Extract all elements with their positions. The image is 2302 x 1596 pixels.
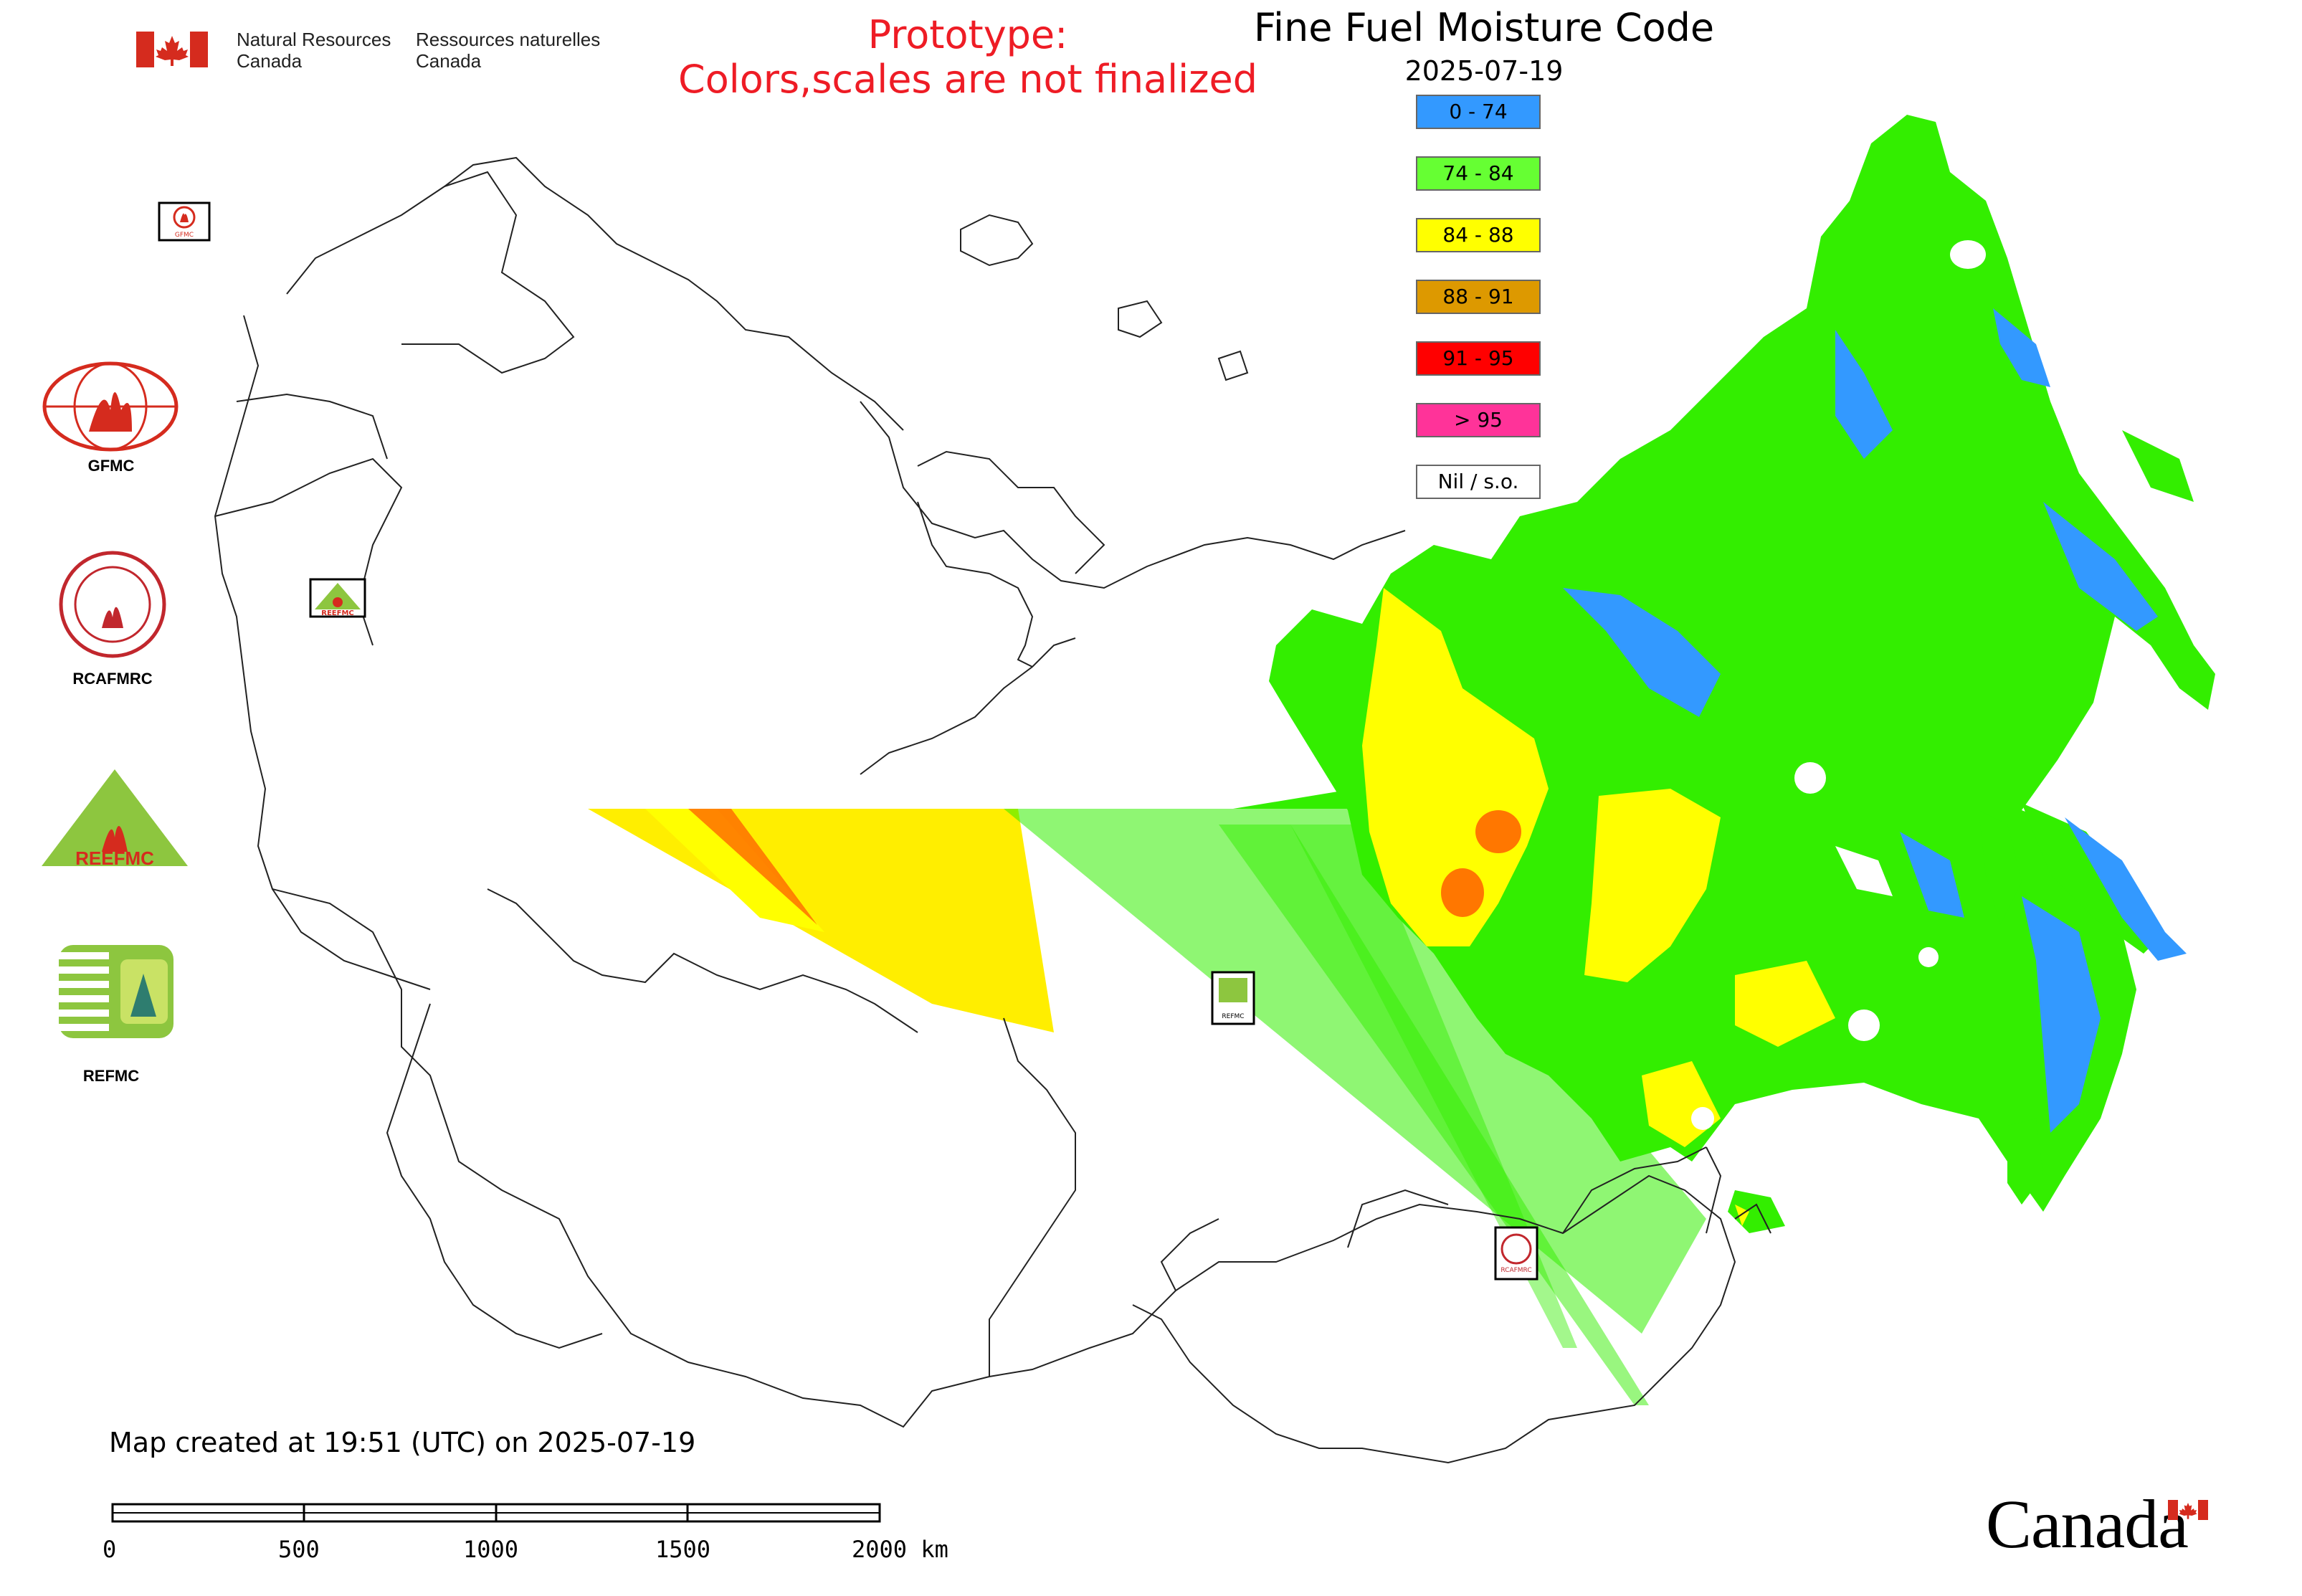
agency-fr-line2: Canada bbox=[416, 50, 482, 72]
prototype-line2: Colors,scales are not finalized bbox=[678, 57, 1257, 102]
legend-item-1: 74 - 84 bbox=[1416, 156, 1541, 191]
agency-name-fr: Ressources naturelles Canada bbox=[416, 29, 600, 72]
legend-item-0: 0 - 74 bbox=[1416, 95, 1541, 129]
legend-item-4: 91 - 95 bbox=[1416, 341, 1541, 376]
agency-fr-line1: Ressources naturelles bbox=[416, 29, 601, 50]
legend-item-3: 88 - 91 bbox=[1416, 280, 1541, 314]
map-marker-rcafmrc: RCAFMRC bbox=[1494, 1226, 1538, 1281]
agency-en-line1: Natural Resources bbox=[237, 29, 391, 50]
nrcan-signature: Natural Resources Canada Ressources natu… bbox=[136, 26, 602, 76]
map-title: Fine Fuel Moisture Code bbox=[1253, 5, 1715, 50]
gfmc-caption: GFMC bbox=[87, 457, 135, 475]
reefmc-logo: REEFMC bbox=[37, 766, 192, 876]
map-date: 2025-07-19 bbox=[1404, 55, 1564, 87]
map-markers: GFMC REEFMC REFMC RCAFMRC bbox=[158, 201, 1538, 1281]
scale-tick-1500: 1500 bbox=[655, 1536, 711, 1563]
legend-item-2: 84 - 88 bbox=[1416, 218, 1541, 252]
gfmc-logo bbox=[39, 360, 182, 456]
rcafmrc-seal-icon bbox=[59, 551, 166, 658]
legend-item-5: > 95 bbox=[1416, 403, 1541, 437]
map-marker-refmc: REFMC bbox=[1211, 971, 1255, 1025]
legend-label-5: > 95 bbox=[1454, 408, 1503, 432]
streak-artifacts bbox=[588, 789, 1706, 1405]
reefmc-triangle-icon: REEFMC bbox=[42, 769, 188, 869]
map-marker-label-gfmc: GFMC bbox=[175, 232, 194, 239]
coverage-region bbox=[1269, 115, 2215, 1233]
scale-tick-2000: 2000 km bbox=[852, 1536, 948, 1563]
scale-tick-500: 500 bbox=[278, 1536, 320, 1563]
reefmc-wordmark: REEFMC bbox=[75, 847, 154, 869]
refmc-logo bbox=[59, 945, 173, 1041]
legend-item-6: Nil / s.o. bbox=[1416, 465, 1541, 499]
scale-tick-1000: 1000 bbox=[463, 1536, 519, 1563]
legend-label-0: 0 - 74 bbox=[1449, 100, 1508, 123]
refmc-emblem-icon bbox=[59, 945, 173, 1038]
scale-bar bbox=[111, 1503, 881, 1523]
legend-label-1: 74 - 84 bbox=[1442, 161, 1514, 185]
canada-flag-icon bbox=[136, 32, 208, 67]
gfmc-globe-icon bbox=[42, 361, 179, 452]
legend-label-4: 91 - 95 bbox=[1442, 346, 1514, 370]
map-marker-reefmc: REEFMC bbox=[309, 578, 366, 618]
legend-label-3: 88 - 91 bbox=[1442, 285, 1514, 308]
canada-wordmark: Canada bbox=[1986, 1486, 2189, 1562]
canada-wordmark-flag-icon bbox=[2168, 1500, 2208, 1520]
legend-label-6: Nil / s.o. bbox=[1437, 470, 1519, 493]
agency-en-line2: Canada bbox=[237, 50, 303, 72]
map-marker-gfmc: GFMC bbox=[158, 201, 211, 242]
legend-label-2: 84 - 88 bbox=[1442, 223, 1514, 247]
refmc-caption: REFMC bbox=[82, 1067, 140, 1085]
boundaries bbox=[214, 156, 1771, 1464]
scale-tick-0: 0 bbox=[103, 1536, 117, 1563]
map-marker-label-refmc: REFMC bbox=[1222, 1013, 1244, 1020]
map-marker-label-reefmc: REEFMC bbox=[321, 609, 353, 617]
map-created-note: Map created at 19:51 (UTC) on 2025-07-19 bbox=[109, 1427, 696, 1458]
map-marker-label-rcafmrc: RCAFMRC bbox=[1500, 1267, 1531, 1274]
rcafmrc-caption: RCAFMRC bbox=[72, 670, 153, 688]
agency-name-en: Natural Resources Canada bbox=[237, 29, 391, 72]
prototype-line1: Prototype: bbox=[867, 12, 1068, 57]
prototype-notice: Prototype: Colors,scales are not finaliz… bbox=[645, 13, 1290, 102]
rcafmrc-logo bbox=[57, 549, 168, 662]
